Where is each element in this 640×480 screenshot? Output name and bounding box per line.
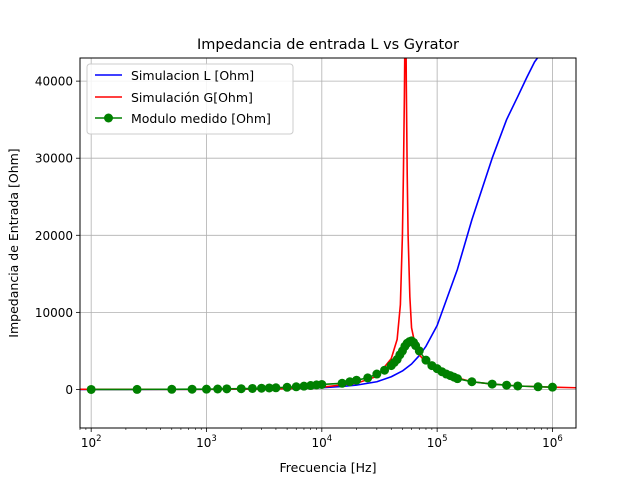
data-point: [363, 373, 373, 383]
data-point: [487, 379, 497, 389]
data-point: [421, 355, 431, 365]
x-tick-exponent: 4: [327, 434, 332, 444]
x-tick-base: 10: [81, 436, 96, 450]
x-tick-base: 10: [427, 436, 442, 450]
data-point: [264, 383, 274, 393]
y-tick-label: 20000: [35, 229, 73, 243]
data-point: [247, 383, 257, 393]
legend-marker-measured: [104, 113, 113, 123]
data-point: [86, 384, 96, 394]
legend-label-measured: Modulo medido [Ohm]: [131, 111, 271, 126]
data-point: [187, 384, 197, 394]
data-point: [352, 375, 362, 385]
x-tick-base: 10: [311, 436, 326, 450]
data-point: [236, 384, 246, 394]
legend-label-g: Simulación G[Ohm]: [131, 90, 253, 105]
data-point: [282, 382, 292, 392]
data-point: [132, 384, 142, 394]
data-point: [513, 381, 523, 391]
y-tick-label: 30000: [35, 152, 73, 166]
x-tick-label: 103: [196, 434, 217, 450]
chart-title: Impedancia de entrada L vs Gyrator: [197, 37, 459, 53]
y-tick-label: 0: [65, 383, 73, 397]
y-axis-label: Impedancia de Entrada [Ohm]: [6, 148, 21, 337]
series-layer: [80, 58, 576, 394]
x-axis-label: Frecuencia [Hz]: [280, 460, 377, 475]
x-tick-exponent: 6: [557, 434, 562, 444]
x-tick-base: 10: [542, 436, 557, 450]
x-tick-label: 102: [81, 434, 102, 450]
data-point: [372, 369, 382, 379]
data-point: [467, 377, 477, 387]
x-tick-exponent: 3: [211, 434, 216, 444]
x-axis: 102 103 104 105 106: [79, 428, 563, 450]
legend-label-l: Simulacion L [Ohm]: [131, 68, 254, 83]
data-point: [547, 382, 557, 392]
x-tick-label: 105: [427, 434, 448, 450]
y-tick-label: 10000: [35, 306, 73, 320]
y-axis: 0 10000 20000 30000 40000: [35, 75, 80, 397]
x-tick-exponent: 2: [96, 434, 101, 444]
x-tick-label: 106: [542, 434, 563, 450]
data-point: [222, 384, 232, 394]
data-point: [271, 383, 281, 393]
x-tick-exponent: 5: [442, 434, 447, 444]
plot-frame: [79, 57, 577, 429]
data-point: [533, 382, 543, 392]
legend: Simulacion L [Ohm] Simulación G[Ohm] Mod…: [86, 63, 294, 135]
data-point: [167, 384, 177, 394]
data-point: [213, 384, 223, 394]
data-point: [452, 374, 462, 384]
data-point: [291, 382, 301, 392]
data-point: [201, 384, 211, 394]
data-point: [414, 346, 424, 356]
x-tick-base: 10: [196, 436, 211, 450]
grid: [80, 58, 576, 428]
legend-box: [86, 63, 294, 135]
data-point: [502, 380, 512, 390]
data-point: [299, 381, 309, 391]
data-point: [317, 379, 327, 389]
y-tick-label: 40000: [35, 75, 73, 89]
x-tick-label: 104: [311, 434, 332, 450]
data-point: [380, 365, 390, 375]
data-point: [337, 378, 347, 388]
data-point: [257, 383, 267, 393]
